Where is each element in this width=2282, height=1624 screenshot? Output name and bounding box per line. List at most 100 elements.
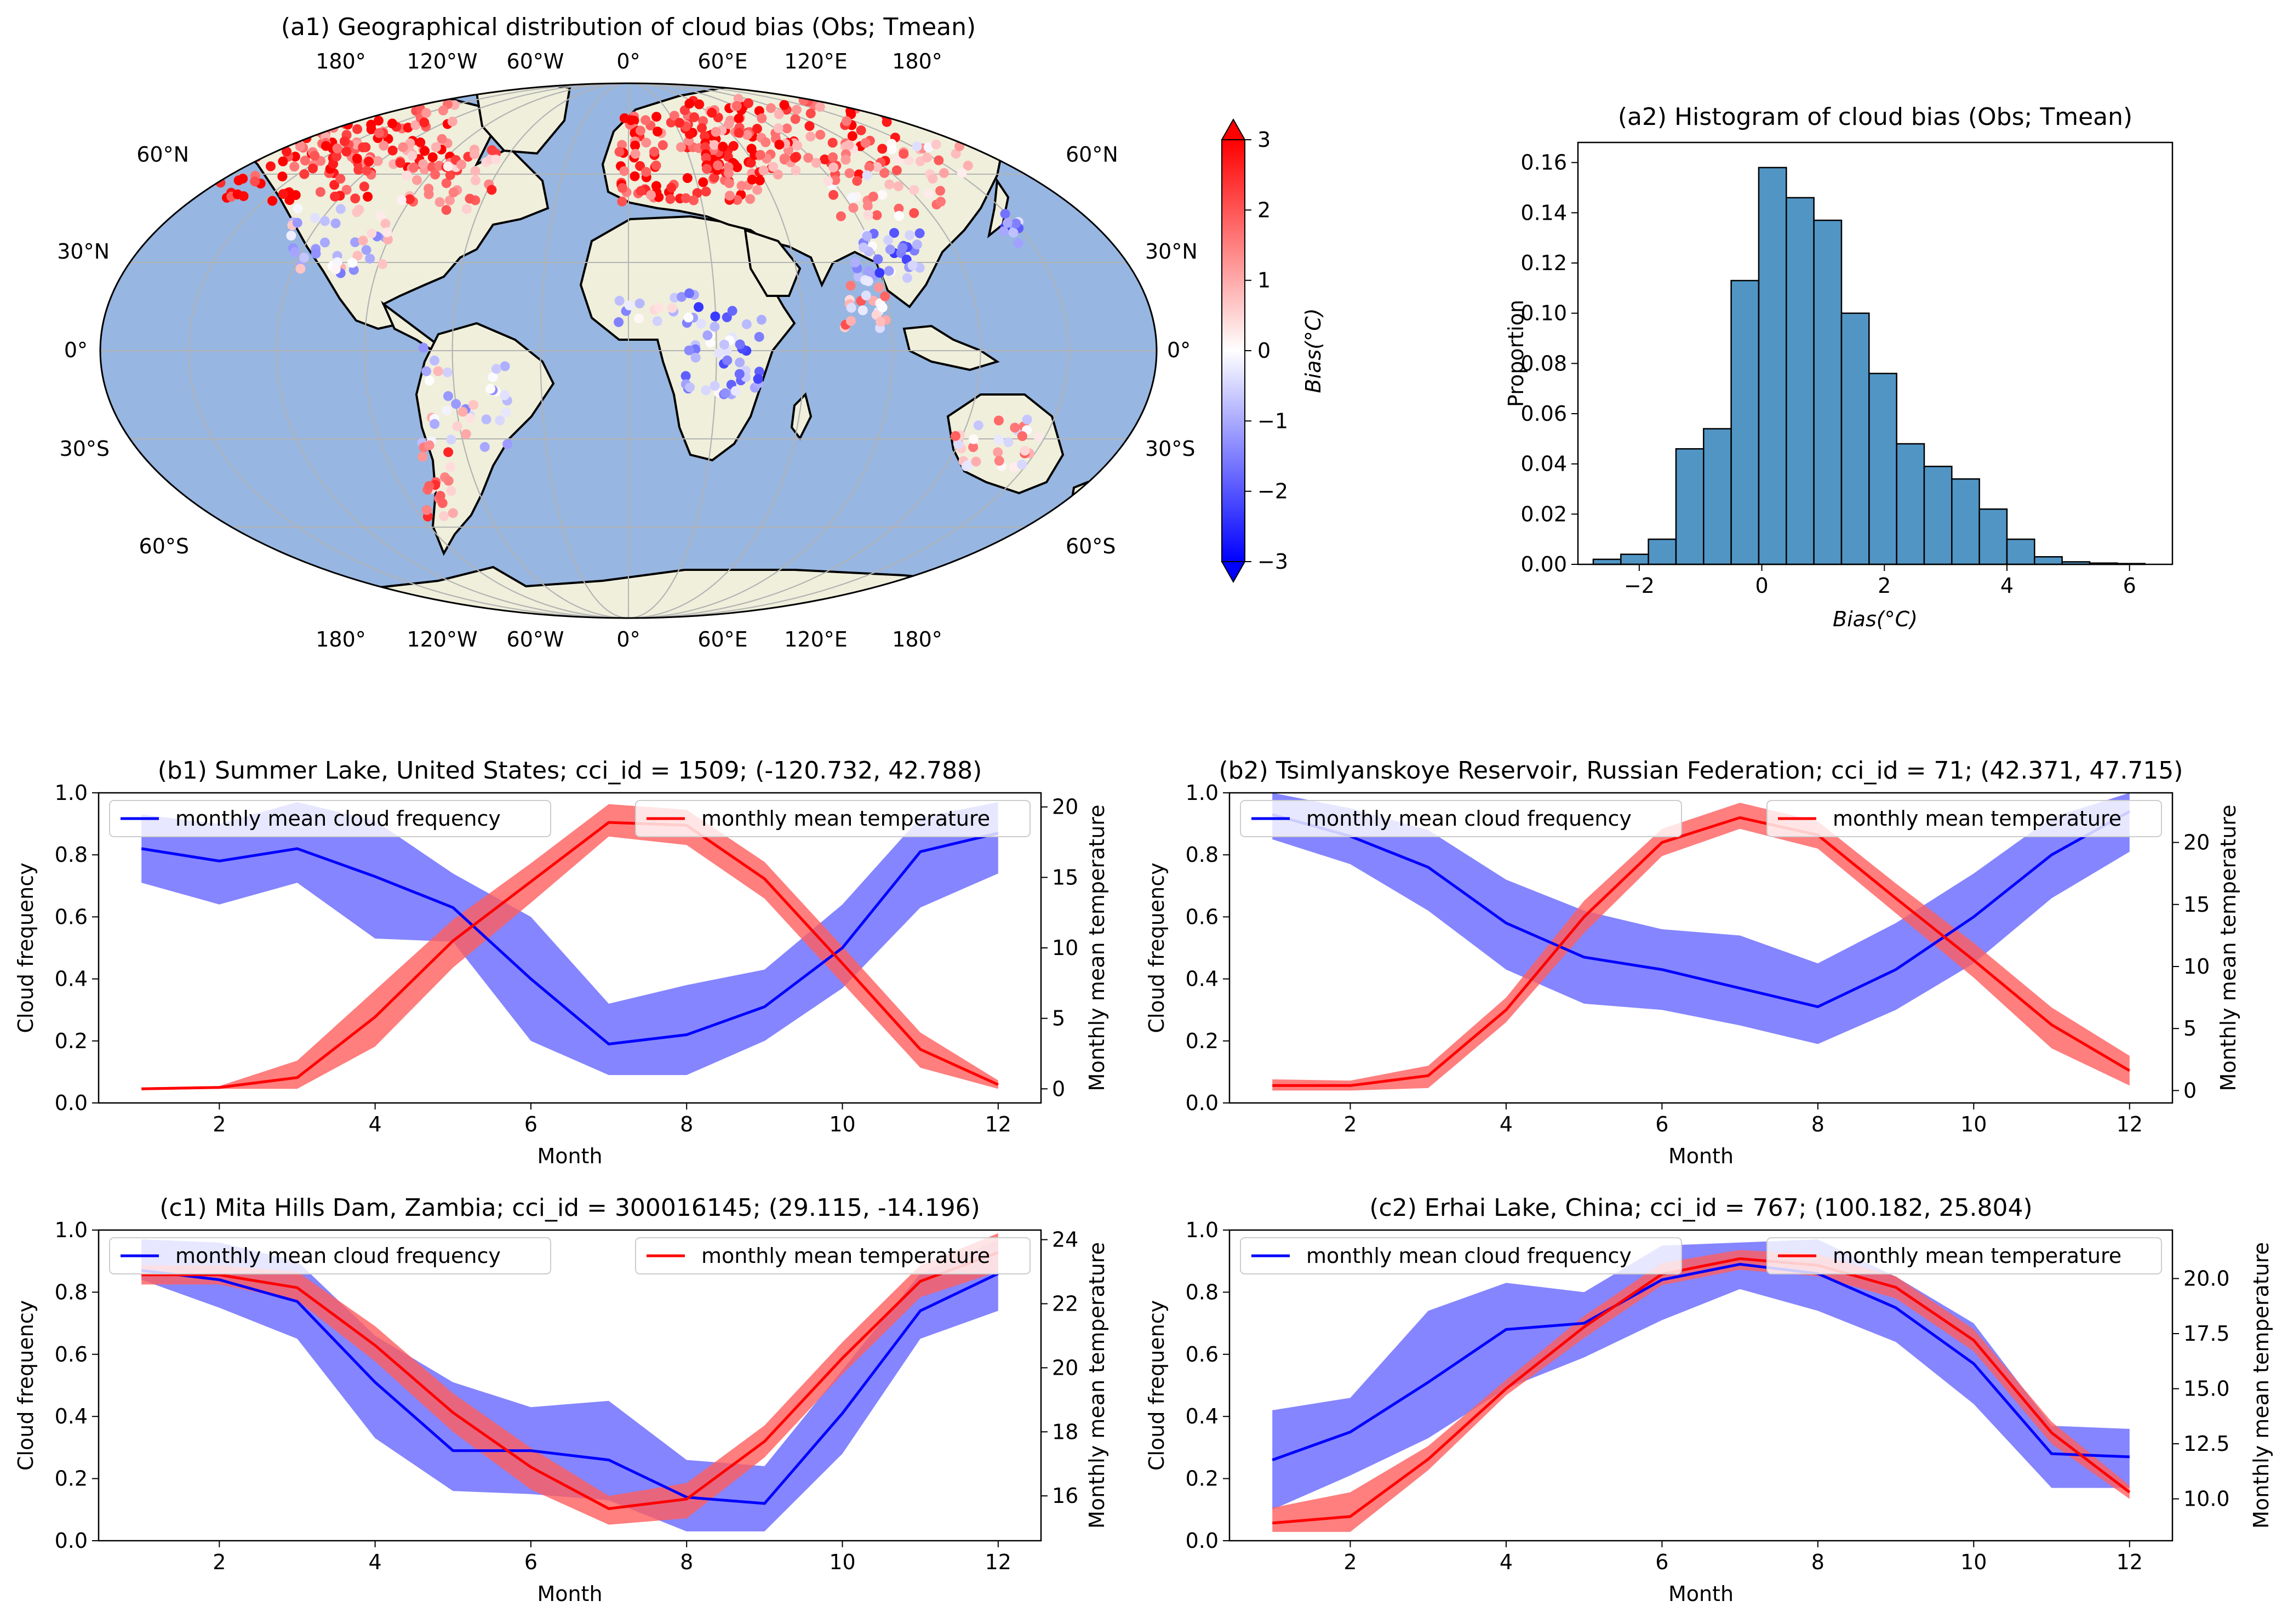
- histogram-bar: [1896, 443, 1925, 565]
- lake-dot: [768, 162, 779, 172]
- lake-dot: [710, 311, 720, 322]
- lake-dot: [692, 188, 702, 198]
- lake-dot: [617, 196, 627, 207]
- legend-cloud-label: monthly mean cloud frequency: [1306, 807, 1632, 831]
- lake-dot: [684, 99, 695, 109]
- lake-dot: [443, 447, 454, 458]
- map-boundary: [99, 82, 1158, 619]
- cloud-frequency-band: [1272, 793, 2130, 1044]
- lake-dot: [1022, 414, 1032, 425]
- lake-dot: [614, 147, 625, 157]
- lake-dot: [382, 227, 392, 238]
- plot-area: [141, 1233, 999, 1531]
- lake-dot: [994, 456, 1004, 466]
- line-panel-b1: (b1) Summer Lake, United States; cci_id …: [14, 757, 1109, 1168]
- lake-dot: [448, 508, 458, 518]
- lake-dot: [654, 192, 664, 202]
- x-tick-label: 12: [2117, 1550, 2143, 1574]
- colorbar-tick-label: −1: [1257, 409, 1288, 433]
- lake-dot: [736, 181, 747, 191]
- lake-dot: [1011, 218, 1021, 228]
- lake-dot: [367, 228, 377, 238]
- lat-label: 30°S: [1145, 437, 1195, 461]
- histogram-bar: [1951, 478, 1980, 565]
- legend-cloud-box: [1240, 1237, 1682, 1274]
- x-tick-label: 8: [680, 1550, 693, 1574]
- x-tick-label: 6: [524, 1112, 537, 1136]
- lake-dot: [461, 204, 472, 214]
- legend-cloud-label: monthly mean cloud frequency: [1306, 1244, 1632, 1268]
- lake-dot: [909, 185, 919, 195]
- colorbar-tick-label: 3: [1257, 128, 1271, 152]
- lake-dot: [720, 388, 730, 398]
- lake-dot: [235, 129, 245, 139]
- y-tick-label: 1.0: [55, 781, 88, 805]
- lake-dot: [465, 413, 475, 424]
- lake-dot: [443, 476, 454, 486]
- lake-dot: [320, 237, 330, 248]
- map-title: (a1) Geographical distribution of cloud …: [281, 13, 976, 41]
- histogram-bar: [1923, 466, 1953, 565]
- lake-dot: [734, 113, 744, 124]
- lake-dot: [734, 369, 745, 379]
- lake-dot: [724, 178, 735, 188]
- y-right-tick-label: 24: [1052, 1228, 1078, 1252]
- lake-dot: [700, 142, 711, 152]
- lake-dot: [487, 185, 497, 195]
- lake-dot: [320, 119, 330, 129]
- x-tick-label: −2: [1624, 574, 1655, 598]
- y-right-tick-label: 18: [1052, 1420, 1078, 1444]
- lake-dot: [282, 122, 292, 132]
- lake-dot: [756, 314, 767, 325]
- lake-dot: [774, 109, 784, 119]
- lake-dot: [876, 317, 886, 327]
- histogram-bar: [1813, 219, 1843, 565]
- histogram-bar: [1758, 167, 1787, 565]
- lake-dot: [694, 302, 704, 312]
- lake-dot: [407, 151, 417, 161]
- lake-dot: [444, 195, 455, 205]
- lake-dot: [752, 185, 763, 195]
- x-tick-label: 2: [1343, 1550, 1357, 1574]
- lake-dot: [630, 148, 640, 159]
- lake-dot: [863, 210, 873, 220]
- lake-dot: [766, 103, 776, 113]
- lake-dot: [374, 128, 384, 138]
- lake-dot: [321, 141, 331, 151]
- lake-dot: [805, 108, 816, 118]
- lake-dot: [734, 128, 744, 138]
- lake-dot: [646, 190, 656, 200]
- lake-dot: [249, 140, 260, 150]
- lake-dot: [491, 155, 501, 165]
- lake-dot: [232, 152, 243, 162]
- lake-dot: [1033, 432, 1044, 442]
- lake-dot: [859, 242, 868, 253]
- lake-dot: [963, 460, 974, 470]
- lake-dot: [936, 197, 946, 207]
- lake-dot: [418, 342, 428, 353]
- colorbar-tick-label: 0: [1257, 339, 1271, 363]
- lake-dot: [845, 97, 855, 107]
- lake-dot: [635, 161, 645, 171]
- lake-dot: [1010, 422, 1020, 433]
- x-tick-label: 10: [829, 1112, 855, 1136]
- colorbar: 3 2 1 0 −1 −2 −3 Bias(°C): [1221, 118, 1325, 584]
- lake-dot: [227, 121, 237, 131]
- x-axis-label: Month: [1668, 1582, 1734, 1606]
- lake-dot: [724, 191, 735, 201]
- lake-dot: [741, 319, 752, 329]
- lake-dot: [330, 191, 340, 202]
- lake-dot: [350, 193, 361, 204]
- lake-dot: [238, 191, 249, 201]
- lake-dot: [218, 142, 228, 152]
- colorbar-tick-label: −2: [1257, 479, 1288, 504]
- lake-dot: [283, 123, 294, 133]
- lake-dot: [434, 197, 445, 207]
- lat-label: 60°S: [1066, 534, 1116, 558]
- lake-dot: [403, 122, 413, 133]
- lake-dot: [951, 148, 961, 159]
- lake-dot: [931, 139, 941, 150]
- land-greenland: [475, 83, 571, 155]
- axes-frame: [98, 1229, 1042, 1542]
- lake-dot: [1017, 459, 1027, 470]
